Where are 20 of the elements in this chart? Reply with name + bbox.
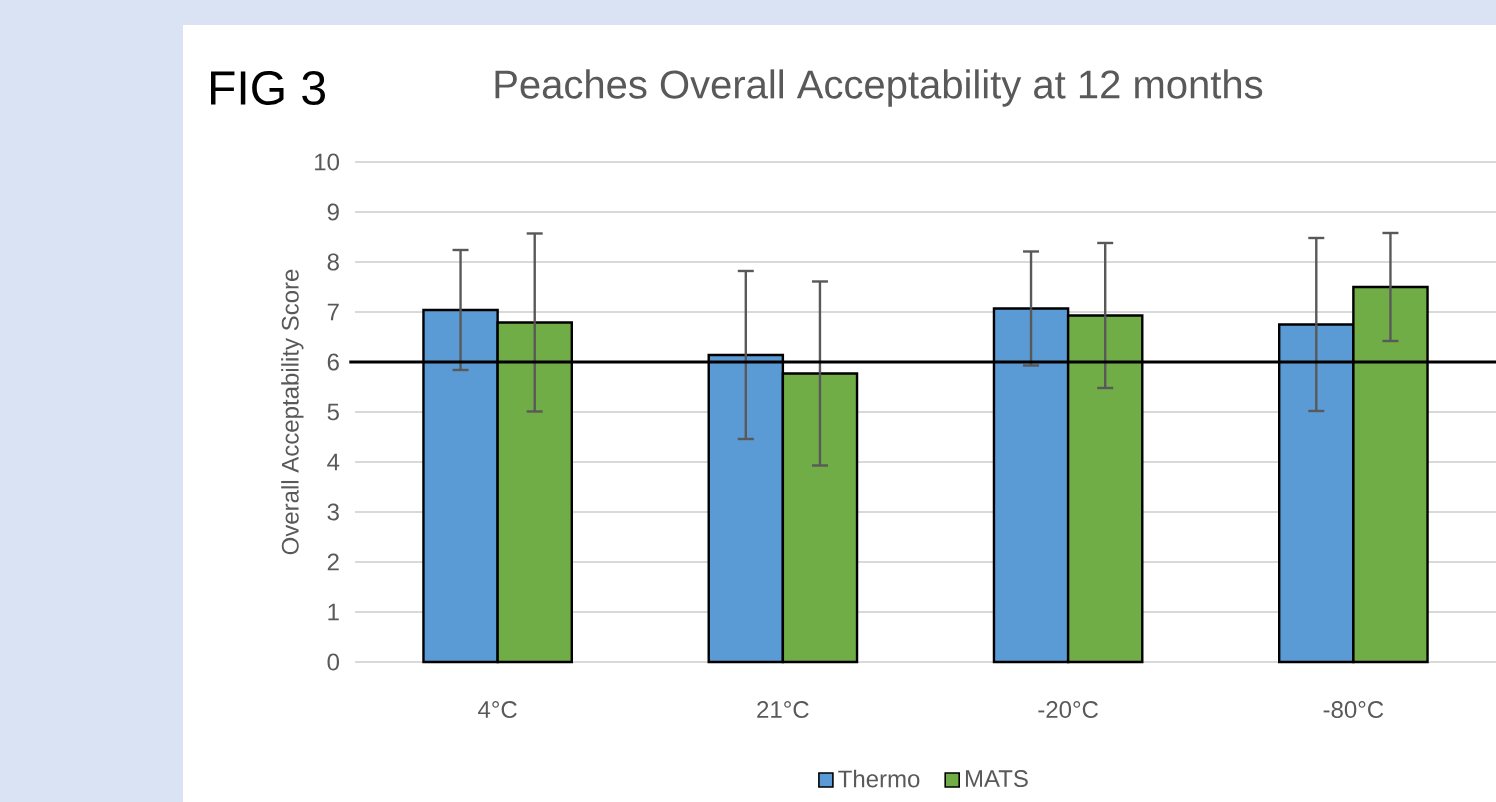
x-tick-label: 21°C bbox=[757, 701, 809, 719]
y-tick-label: 3 bbox=[327, 503, 339, 521]
y-tick-label: 7 bbox=[327, 303, 339, 321]
chart-title: Peaches Overall Acceptability at 12 months bbox=[495, 69, 1263, 107]
y-axis-title: Overall Acceptability Score bbox=[281, 269, 304, 555]
x-tick-label: 4°C bbox=[478, 701, 517, 719]
y-tick-label: 10 bbox=[315, 153, 340, 171]
y-tick-label: 2 bbox=[327, 553, 339, 571]
x-tick-label: -20°C bbox=[1038, 701, 1098, 719]
legend-label: MATS bbox=[965, 770, 1028, 788]
y-tick-label: 9 bbox=[327, 203, 339, 221]
y-tick-label: 0 bbox=[327, 653, 340, 671]
y-tick-label: 6 bbox=[327, 353, 339, 371]
legend-label: Thermo bbox=[838, 769, 920, 788]
y-tick-label: 4 bbox=[327, 453, 340, 471]
y-tick-label: 5 bbox=[327, 403, 339, 421]
caption: FIG 3 bbox=[211, 71, 325, 105]
y-tick-label: 8 bbox=[327, 253, 339, 271]
y-tick-label: 1 bbox=[328, 603, 339, 621]
x-tick-label: -80°C bbox=[1323, 701, 1384, 719]
